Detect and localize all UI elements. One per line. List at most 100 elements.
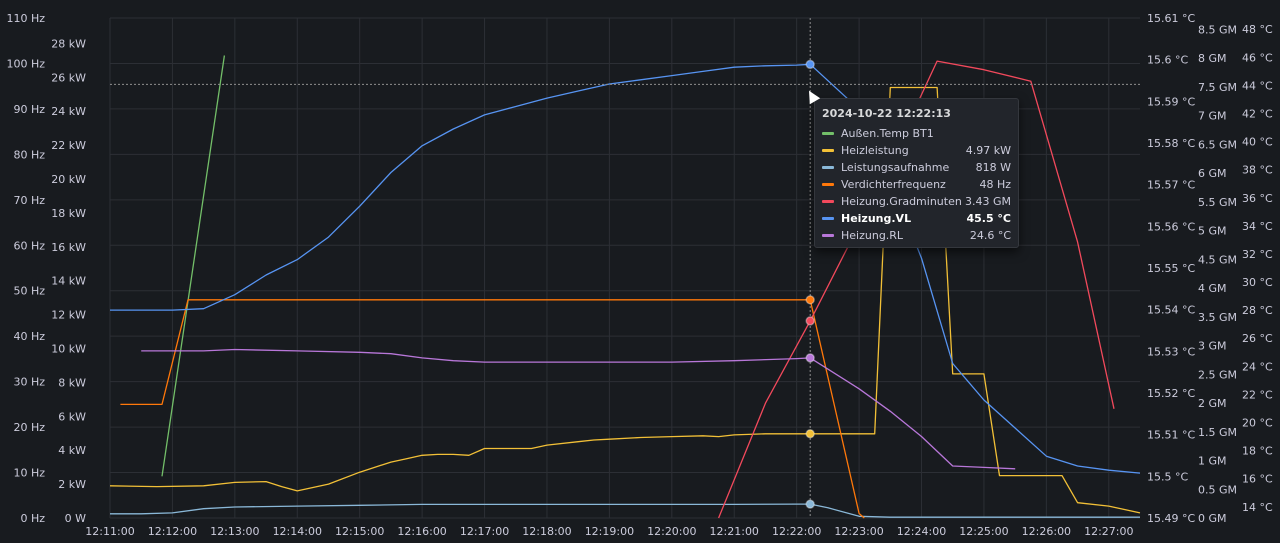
- y-tick-label-kw: 20 kW: [51, 173, 86, 186]
- y-tick-label-c_small: 15.58 °C: [1147, 137, 1195, 150]
- y-tick-label-c_small: 15.5 °C: [1147, 470, 1188, 483]
- y-tick-label-hz: 30 Hz: [13, 376, 45, 389]
- y-tick-label-hz: 40 Hz: [13, 330, 45, 343]
- x-tick-label: 12:15:00: [335, 525, 384, 538]
- tooltip-series-label: Heizung.VL: [841, 212, 912, 225]
- y-tick-label-kw: 18 kW: [51, 207, 86, 220]
- legend-swatch: [822, 234, 834, 237]
- y-tick-label-c_big: 30 °C: [1242, 276, 1273, 289]
- y-tick-label-c_big: 40 °C: [1242, 136, 1273, 149]
- y-tick-label-c_big: 48 °C: [1242, 23, 1273, 36]
- tooltip-series-value: 3.43 GM: [964, 195, 1011, 208]
- y-tick-label-gm: 0.5 GM: [1198, 483, 1237, 496]
- y-tick-label-hz: 110 Hz: [6, 12, 45, 25]
- y-tick-label-c_big: 28 °C: [1242, 304, 1273, 317]
- tooltip-row-aussen: Außen.Temp BT1: [822, 125, 1011, 142]
- tooltip-row-verdichter: Verdichterfrequenz 48 Hz: [822, 176, 1011, 193]
- tooltip-series-label: Leistungsaufnahme: [841, 161, 950, 174]
- y-tick-label-kw: 12 kW: [51, 309, 86, 322]
- x-tick-label: 12:11:00: [85, 525, 134, 538]
- series-line-verdichter: [120, 299, 865, 519]
- y-tick-label-hz: 50 Hz: [13, 285, 45, 298]
- y-tick-label-hz: 20 Hz: [13, 421, 45, 434]
- y-tick-label-kw: 24 kW: [51, 105, 86, 118]
- tooltip-series-label: Verdichterfrequenz: [841, 178, 946, 191]
- hover-point-heizleistung: [805, 429, 815, 439]
- tooltip-series-value: 48 Hz: [979, 178, 1011, 191]
- y-tick-label-gm: 2 GM: [1198, 397, 1227, 410]
- y-tick-label-hz: 60 Hz: [13, 239, 45, 252]
- x-tick-label: 12:24:00: [897, 525, 946, 538]
- y-tick-label-hz: 100 Hz: [6, 57, 45, 70]
- x-tick-label: 12:16:00: [397, 525, 446, 538]
- y-tick-label-c_small: 15.51 °C: [1147, 429, 1195, 442]
- y-tick-label-gm: 4.5 GM: [1198, 253, 1237, 266]
- tooltip-series-value: 45.5 °C: [966, 212, 1011, 225]
- y-tick-label-gm: 8 GM: [1198, 52, 1227, 65]
- tooltip-row-vl: Heizung.VL 45.5 °C: [822, 210, 1011, 227]
- y-tick-label-c_small: 15.56 °C: [1147, 220, 1195, 233]
- y-tick-label-c_big: 46 °C: [1242, 51, 1273, 64]
- y-tick-label-c_big: 42 °C: [1242, 108, 1273, 121]
- y-tick-label-c_small: 15.53 °C: [1147, 345, 1195, 358]
- y-tick-label-c_small: 15.49 °C: [1147, 512, 1195, 525]
- y-tick-label-gm: 3.5 GM: [1198, 311, 1237, 324]
- x-tick-label: 12:14:00: [273, 525, 322, 538]
- hover-point-vl: [805, 59, 815, 70]
- tooltip-rows: Außen.Temp BT1 Heizleistung 4.97 kW Leistun…: [822, 125, 1011, 244]
- series-line-vl: [110, 63, 1141, 474]
- hover-layer: [110, 18, 1140, 518]
- tooltip-series-label: Heizung.Gradminuten: [841, 195, 962, 208]
- y-tick-label-gm: 6.5 GM: [1198, 138, 1237, 151]
- y-tick-label-hz: 90 Hz: [13, 103, 45, 116]
- y-tick-label-gm: 3 GM: [1198, 340, 1227, 353]
- series-line-rl: [141, 348, 1016, 470]
- series-line-aussen: [161, 55, 226, 477]
- hover-point-leistung: [805, 499, 815, 509]
- tooltip-series-label: Heizleistung: [841, 144, 909, 157]
- x-tick-label: 12:12:00: [148, 525, 197, 538]
- hover-point-gradminuten: [805, 316, 815, 326]
- y-tick-label-c_big: 18 °C: [1242, 445, 1273, 458]
- tooltip-row-gradminuten: Heizung.Gradminuten 3.43 GM: [822, 193, 1011, 210]
- tooltip-row-rl: Heizung.RL 24.6 °C: [822, 227, 1011, 244]
- y-tick-label-c_small: 15.54 °C: [1147, 304, 1195, 317]
- y-tick-label-kw: 22 kW: [51, 139, 86, 152]
- tooltip-row-leistung: Leistungsaufnahme 818 W: [822, 159, 1011, 176]
- series-line-leistung: [110, 503, 1140, 518]
- tooltip-series-value: 818 W: [975, 161, 1011, 174]
- y-tick-label-c_big: 14 °C: [1242, 501, 1273, 514]
- y-tick-label-c_big: 36 °C: [1242, 192, 1273, 205]
- x-tick-label: 12:25:00: [959, 525, 1008, 538]
- legend-swatch: [822, 132, 834, 135]
- x-tick-label: 12:20:00: [647, 525, 696, 538]
- y-tick-label-gm: 2.5 GM: [1198, 368, 1237, 381]
- y-tick-label-hz: 0 Hz: [20, 512, 45, 525]
- y-tick-label-hz: 80 Hz: [13, 148, 45, 161]
- x-tick-label: 12:17:00: [460, 525, 509, 538]
- x-tick-label: 12:26:00: [1022, 525, 1071, 538]
- y-tick-label-c_small: 15.61 °C: [1147, 12, 1195, 25]
- x-tick-label: 12:18:00: [522, 525, 571, 538]
- y-tick-label-gm: 1.5 GM: [1198, 426, 1237, 439]
- y-tick-label-kw: 10 kW: [51, 343, 86, 356]
- x-tick-label: 12:23:00: [834, 525, 883, 538]
- tooltip-series-value: 24.6 °C: [969, 229, 1011, 242]
- y-tick-label-c_big: 16 °C: [1242, 473, 1273, 486]
- y-tick-label-gm: 4 GM: [1198, 282, 1227, 295]
- y-tick-label-hz: 10 Hz: [13, 467, 45, 480]
- tooltip-series-value: 4.97 kW: [965, 144, 1011, 157]
- y-tick-label-c_big: 32 °C: [1242, 248, 1273, 261]
- y-tick-label-c_small: 15.6 °C: [1147, 54, 1188, 67]
- y-tick-label-hz: 70 Hz: [13, 194, 45, 207]
- series-line-heizleistung: [109, 86, 1141, 514]
- y-tick-label-c_big: 24 °C: [1242, 360, 1273, 373]
- y-tick-label-gm: 1 GM: [1198, 455, 1227, 468]
- axis-ticks: 12:11:00 12:12:00 12:13:00 12:14:00 12:15:00…: [6, 12, 1273, 538]
- chart-grid: [109, 17, 1140, 519]
- y-tick-label-kw: 4 kW: [58, 444, 86, 457]
- y-tick-label-c_big: 44 °C: [1242, 79, 1273, 92]
- hover-point-rl: [805, 353, 815, 363]
